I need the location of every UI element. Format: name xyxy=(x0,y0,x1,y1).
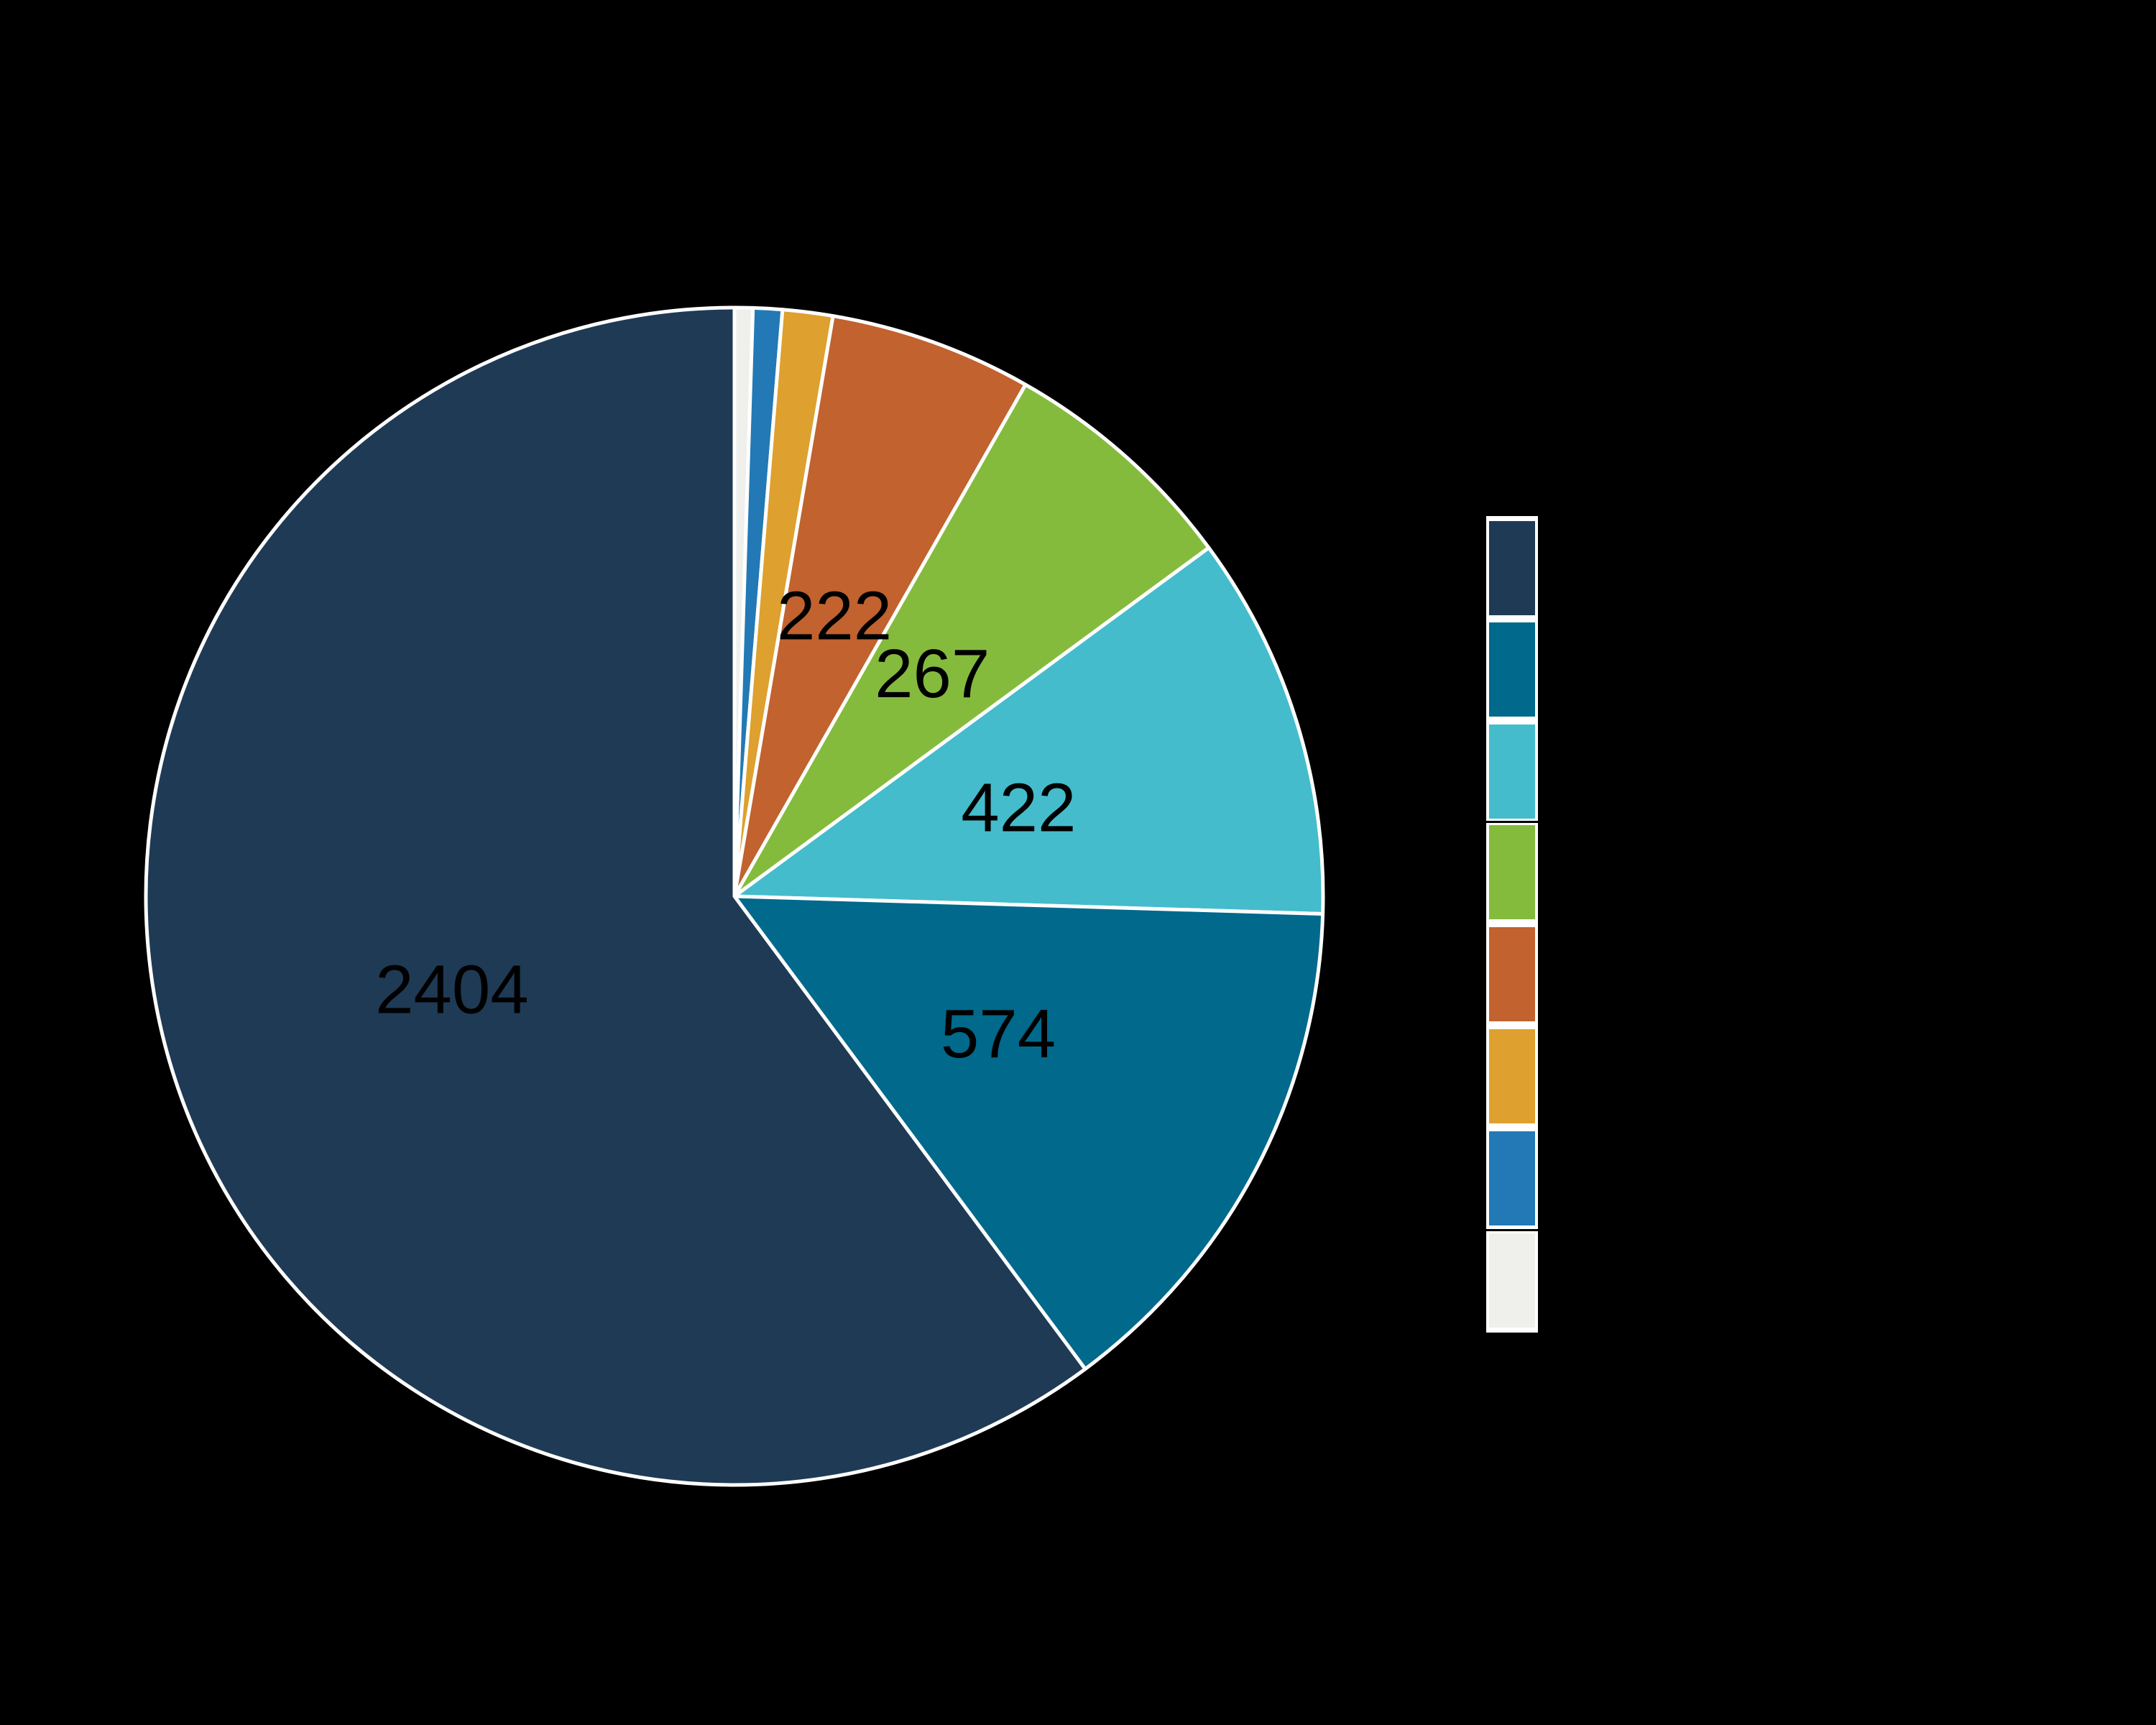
pie-slice-orange[interactable] xyxy=(732,314,1028,898)
legend xyxy=(1486,516,1538,1333)
slice-label-teal: 574 xyxy=(941,995,1056,1072)
pie-slices xyxy=(144,305,1325,1487)
slice-label-cyan: 422 xyxy=(961,769,1076,846)
legend-swatch-green[interactable] xyxy=(1489,825,1535,919)
slice-label-green: 267 xyxy=(875,635,990,712)
pie-slice-green[interactable] xyxy=(732,382,1211,898)
legend-swatch-teal[interactable] xyxy=(1489,622,1535,717)
legend-swatch-orange[interactable] xyxy=(1489,927,1535,1021)
slice-label-orange: 222 xyxy=(777,578,892,655)
pie-slice-cyan[interactable] xyxy=(732,546,1325,916)
pie-slice-navy[interactable] xyxy=(144,305,1087,1487)
legend-swatch-white[interactable] xyxy=(1489,1233,1535,1328)
pie-slice-teal[interactable] xyxy=(732,894,1325,1371)
legend-swatch-cyan[interactable] xyxy=(1489,724,1535,819)
legend-swatch-navy[interactable] xyxy=(1489,521,1535,615)
slice-label-navy: 2404 xyxy=(375,951,529,1028)
legend-swatch-blue[interactable] xyxy=(1489,1131,1535,1225)
legend-swatch-gold[interactable] xyxy=(1489,1029,1535,1123)
